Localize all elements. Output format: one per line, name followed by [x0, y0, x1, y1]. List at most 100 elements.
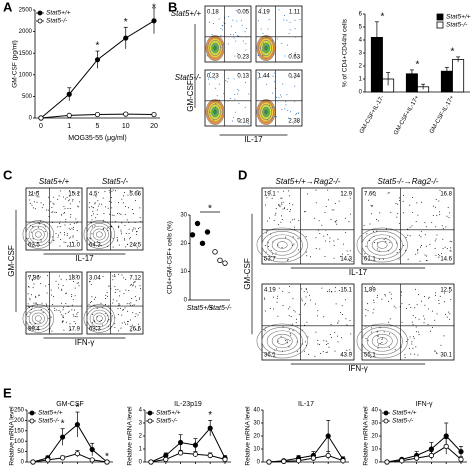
flow-event	[34, 208, 36, 210]
flow-event	[267, 242, 269, 244]
flow-event	[69, 216, 71, 218]
flow-event	[221, 29, 223, 31]
flow-event	[64, 232, 66, 234]
flow-event	[333, 244, 335, 246]
flow-event	[62, 285, 64, 287]
bar	[452, 59, 465, 93]
flow-event	[58, 310, 60, 312]
flow-event	[67, 200, 69, 202]
flow-contour	[83, 220, 116, 249]
series-line	[32, 423, 108, 463]
flow-event	[340, 256, 342, 258]
flow-event	[63, 317, 65, 319]
y-axis-label: Relative mRNA level	[9, 406, 16, 466]
flow-event	[418, 318, 420, 320]
flow-event	[63, 213, 65, 215]
y-tick-label: 50	[17, 449, 24, 455]
flow-event	[287, 259, 289, 261]
flow-plot-frame	[261, 283, 355, 361]
flow-event	[293, 226, 295, 228]
x-axis-label: MOG35-55 (μg/ml)	[68, 135, 127, 142]
flow-event	[351, 261, 353, 263]
flow-event	[439, 214, 441, 216]
flow-event	[349, 250, 351, 252]
flow-event	[121, 198, 123, 200]
flow-event	[274, 72, 276, 74]
flow-event	[102, 219, 104, 221]
quadrant-percent: 1.44	[258, 74, 270, 80]
flow-event	[34, 322, 36, 324]
flow-event	[117, 273, 119, 275]
flow-event	[116, 212, 118, 214]
flow-event	[271, 107, 273, 109]
y-tick-label: 500	[22, 94, 33, 100]
flow-event	[128, 289, 130, 291]
flow-event	[367, 310, 369, 312]
marker	[428, 446, 434, 452]
flow-event	[391, 298, 393, 300]
flow-event	[123, 238, 125, 240]
flow-event	[288, 190, 290, 192]
flow-event	[418, 331, 420, 333]
flow-event	[227, 43, 229, 45]
marker	[192, 442, 198, 448]
flow-event	[269, 217, 271, 219]
flow-event	[331, 337, 333, 339]
flow-event	[336, 223, 338, 225]
flow-event	[388, 236, 390, 238]
flow-event	[223, 93, 225, 95]
flow-event	[140, 288, 142, 290]
flow-contour	[212, 109, 218, 115]
flow-event	[371, 205, 373, 207]
flow-event	[117, 240, 119, 242]
flow-event	[305, 288, 307, 290]
flow-event	[390, 293, 392, 295]
flow-event	[396, 216, 398, 218]
flow-event	[335, 303, 337, 305]
flow-event	[307, 336, 309, 338]
flow-event	[59, 245, 61, 247]
flow-event	[128, 207, 130, 209]
flow-event	[115, 289, 117, 291]
flow-event	[40, 240, 42, 242]
flow-event	[38, 294, 40, 296]
flow-event	[304, 303, 306, 305]
flow-event	[282, 326, 284, 328]
flow-event	[44, 226, 46, 228]
flow-event	[227, 77, 229, 79]
flow-event	[390, 212, 392, 214]
flow-event	[67, 245, 69, 247]
flow-event	[257, 54, 259, 56]
flow-event	[211, 34, 213, 36]
quadrant-percent: 0.18	[207, 10, 219, 16]
flow-event	[107, 230, 109, 232]
marker	[178, 450, 184, 456]
flow-event	[376, 219, 378, 221]
flow-event	[449, 313, 451, 315]
marker	[325, 452, 331, 459]
marker	[59, 434, 66, 440]
flow-event	[41, 302, 43, 304]
flow-event	[120, 229, 122, 231]
flow-event	[50, 316, 52, 318]
flow-event	[72, 241, 74, 243]
flow-event	[97, 191, 99, 193]
flow-event	[242, 40, 244, 42]
flow-event	[349, 197, 351, 199]
flow-event	[74, 287, 76, 289]
flow-event	[220, 27, 222, 29]
flow-contour	[28, 225, 48, 244]
flow-contour	[22, 220, 55, 249]
y-tick-label: 1	[139, 447, 143, 453]
significance: *	[96, 41, 100, 52]
flow-event	[330, 323, 332, 325]
flow-event	[132, 305, 134, 307]
flow-event	[118, 226, 120, 228]
flow-event	[284, 15, 286, 17]
flow-event	[409, 226, 411, 228]
flow-event	[417, 249, 419, 251]
flow-event	[123, 277, 125, 279]
flow-event	[303, 291, 305, 293]
flow-event	[40, 309, 42, 311]
flow-contour	[276, 241, 288, 249]
